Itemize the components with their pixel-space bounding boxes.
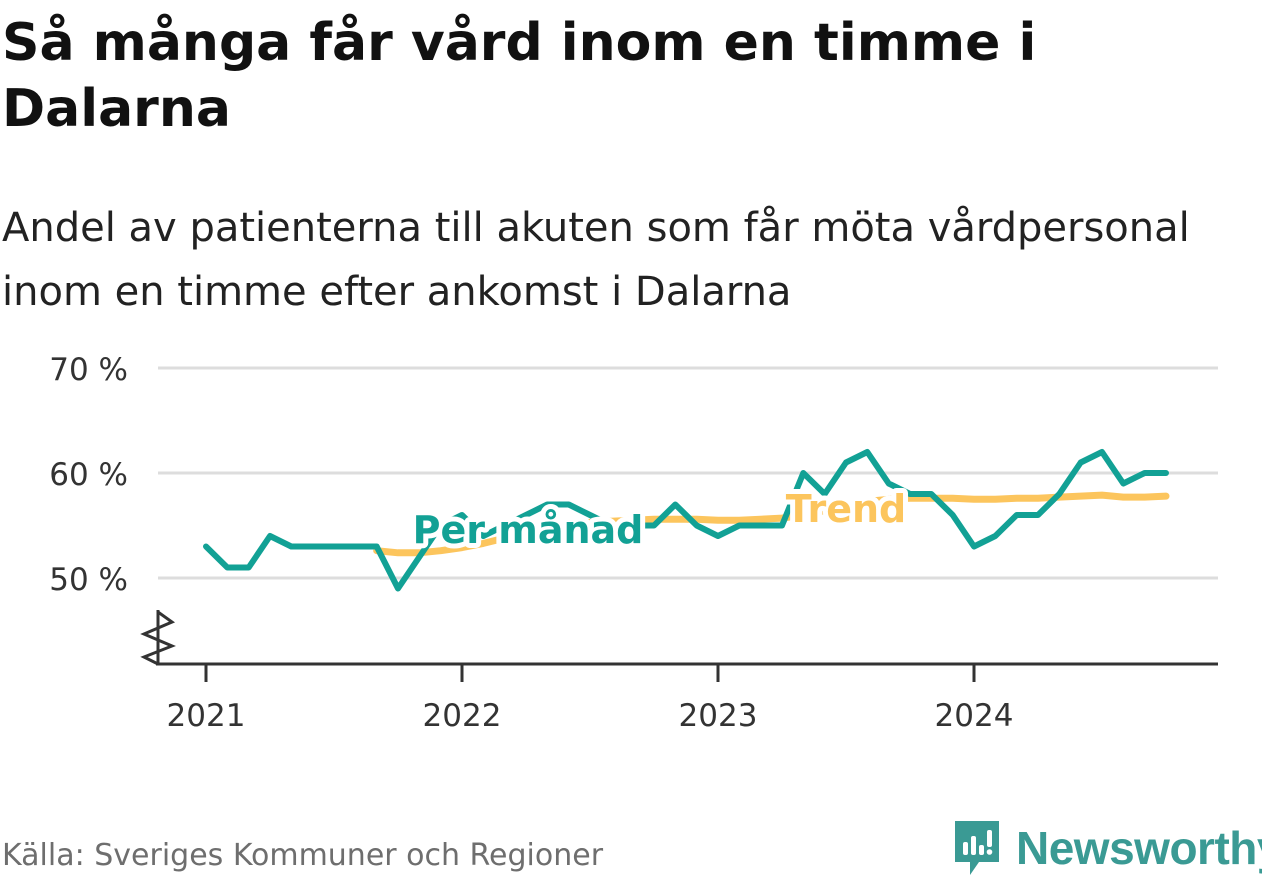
x-tick-label: 2021 [167, 698, 246, 734]
chart-title: Så många får vård inom en timme i Dalarn… [2, 13, 1037, 139]
axis-break-icon [140, 610, 176, 666]
series-label-trend: Trend [786, 487, 907, 531]
monthly-point [929, 492, 933, 496]
monthly-point [993, 534, 997, 538]
y-tick-label: 60 % [49, 457, 128, 493]
y-tick-label: 70 % [49, 352, 128, 388]
line-chart: 50 % 60 % 70 % Per månad Trend 2021 2022 2023… [49, 352, 1218, 734]
monthly-point [567, 503, 571, 507]
chart-subtitle: Andel av patienterna till akuten som får… [2, 205, 1190, 315]
monthly-point [1036, 513, 1040, 517]
monthly-point [652, 524, 656, 528]
monthly-point [289, 545, 293, 549]
monthly-point [759, 524, 763, 528]
monthly-point [951, 513, 955, 517]
source-note: Källa: Sveriges Kommuner och Regioner [2, 838, 604, 873]
monthly-point [1057, 492, 1061, 496]
monthly-point [972, 545, 976, 549]
monthly-point [1015, 513, 1019, 517]
monthly-point [268, 534, 272, 538]
monthly-point [716, 534, 720, 538]
monthly-point [695, 524, 699, 528]
monthly-point [311, 545, 315, 549]
x-tick-label: 2022 [423, 698, 502, 734]
monthly-point [417, 555, 421, 559]
monthly-point [375, 545, 379, 549]
monthly-point [737, 524, 741, 528]
monthly-point [332, 545, 336, 549]
monthly-point [353, 545, 357, 549]
trend-series-line [373, 491, 1170, 557]
monthly-point [908, 492, 912, 496]
newsworthy-logo-icon [955, 821, 999, 875]
monthly-point [225, 566, 229, 570]
monthly-point [396, 587, 400, 591]
x-tick-label: 2023 [679, 698, 758, 734]
monthly-point [1121, 482, 1125, 486]
y-tick-label: 50 % [49, 562, 128, 598]
monthly-point [780, 524, 784, 528]
monthly-point [1143, 471, 1147, 475]
series-label-monthly: Per månad [413, 508, 644, 552]
monthly-point [865, 450, 869, 454]
brand-logo: Newsworthy [952, 818, 1262, 878]
monthly-point [887, 482, 891, 486]
monthly-point [1100, 450, 1104, 454]
monthly-point [1164, 471, 1168, 475]
monthly-point [247, 566, 251, 570]
x-tick-label: 2024 [935, 698, 1014, 734]
monthly-series-line [203, 449, 1169, 592]
monthly-point [545, 503, 549, 507]
monthly-point [204, 545, 208, 549]
monthly-point [844, 461, 848, 465]
brand-name: Newsworthy [1016, 822, 1262, 874]
monthly-point [673, 503, 677, 507]
monthly-point [1079, 461, 1083, 465]
monthly-point [801, 471, 805, 475]
